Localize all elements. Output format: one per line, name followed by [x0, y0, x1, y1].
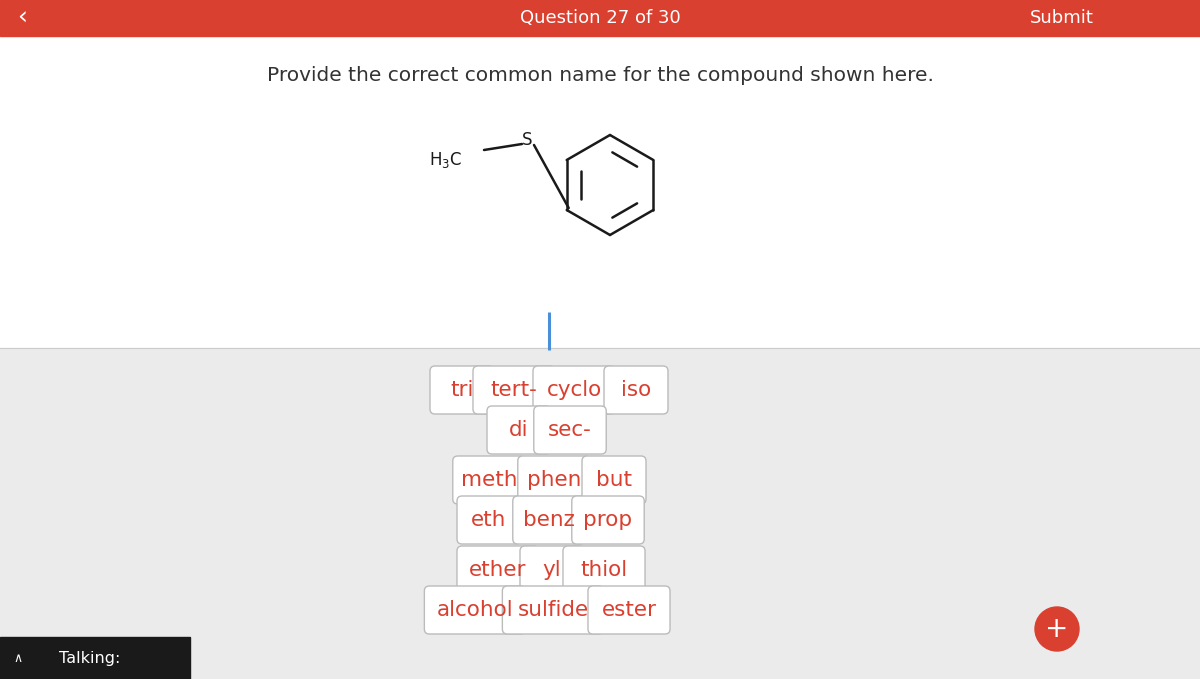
Text: tert-: tert- [491, 380, 538, 400]
Text: sulfide: sulfide [517, 600, 588, 620]
FancyBboxPatch shape [571, 496, 644, 544]
Text: Talking:: Talking: [59, 650, 121, 665]
Bar [0, 637, 190, 679]
FancyBboxPatch shape [457, 496, 521, 544]
Text: ester: ester [601, 600, 656, 620]
Circle shape [1034, 607, 1079, 651]
Text: eth: eth [472, 510, 506, 530]
Bar [0, 0, 1200, 36]
Text: yl: yl [542, 560, 562, 580]
FancyBboxPatch shape [512, 496, 586, 544]
Text: Submit: Submit [1030, 9, 1094, 27]
FancyBboxPatch shape [604, 366, 668, 414]
FancyBboxPatch shape [430, 366, 494, 414]
Text: +: + [1045, 615, 1069, 643]
Text: thiol: thiol [581, 560, 628, 580]
Text: phen: phen [527, 470, 581, 490]
Text: H$_3$C: H$_3$C [428, 150, 462, 170]
FancyBboxPatch shape [517, 456, 590, 504]
FancyBboxPatch shape [563, 546, 646, 594]
Text: sec-: sec- [548, 420, 592, 440]
FancyBboxPatch shape [425, 586, 526, 634]
FancyBboxPatch shape [520, 546, 584, 594]
FancyBboxPatch shape [457, 546, 539, 594]
Text: but: but [596, 470, 632, 490]
Bar [0, 348, 1200, 679]
Text: Provide the correct common name for the compound shown here.: Provide the correct common name for the … [266, 66, 934, 85]
Text: prop: prop [583, 510, 632, 530]
Text: ∧: ∧ [13, 651, 23, 665]
FancyBboxPatch shape [582, 456, 646, 504]
FancyBboxPatch shape [588, 586, 670, 634]
Text: alcohol: alcohol [437, 600, 514, 620]
Text: tri: tri [450, 380, 474, 400]
Bar [0, 36, 1200, 348]
FancyBboxPatch shape [503, 586, 604, 634]
Text: di: di [509, 420, 529, 440]
FancyBboxPatch shape [452, 456, 526, 504]
FancyBboxPatch shape [533, 366, 616, 414]
Text: benz: benz [523, 510, 575, 530]
Text: meth: meth [461, 470, 517, 490]
FancyBboxPatch shape [534, 406, 606, 454]
Text: cyclo: cyclo [546, 380, 601, 400]
Text: ether: ether [469, 560, 527, 580]
Text: ‹: ‹ [17, 6, 28, 30]
FancyBboxPatch shape [487, 406, 551, 454]
Text: S: S [522, 131, 533, 149]
Text: iso: iso [620, 380, 652, 400]
FancyBboxPatch shape [473, 366, 556, 414]
Text: Question 27 of 30: Question 27 of 30 [520, 9, 680, 27]
